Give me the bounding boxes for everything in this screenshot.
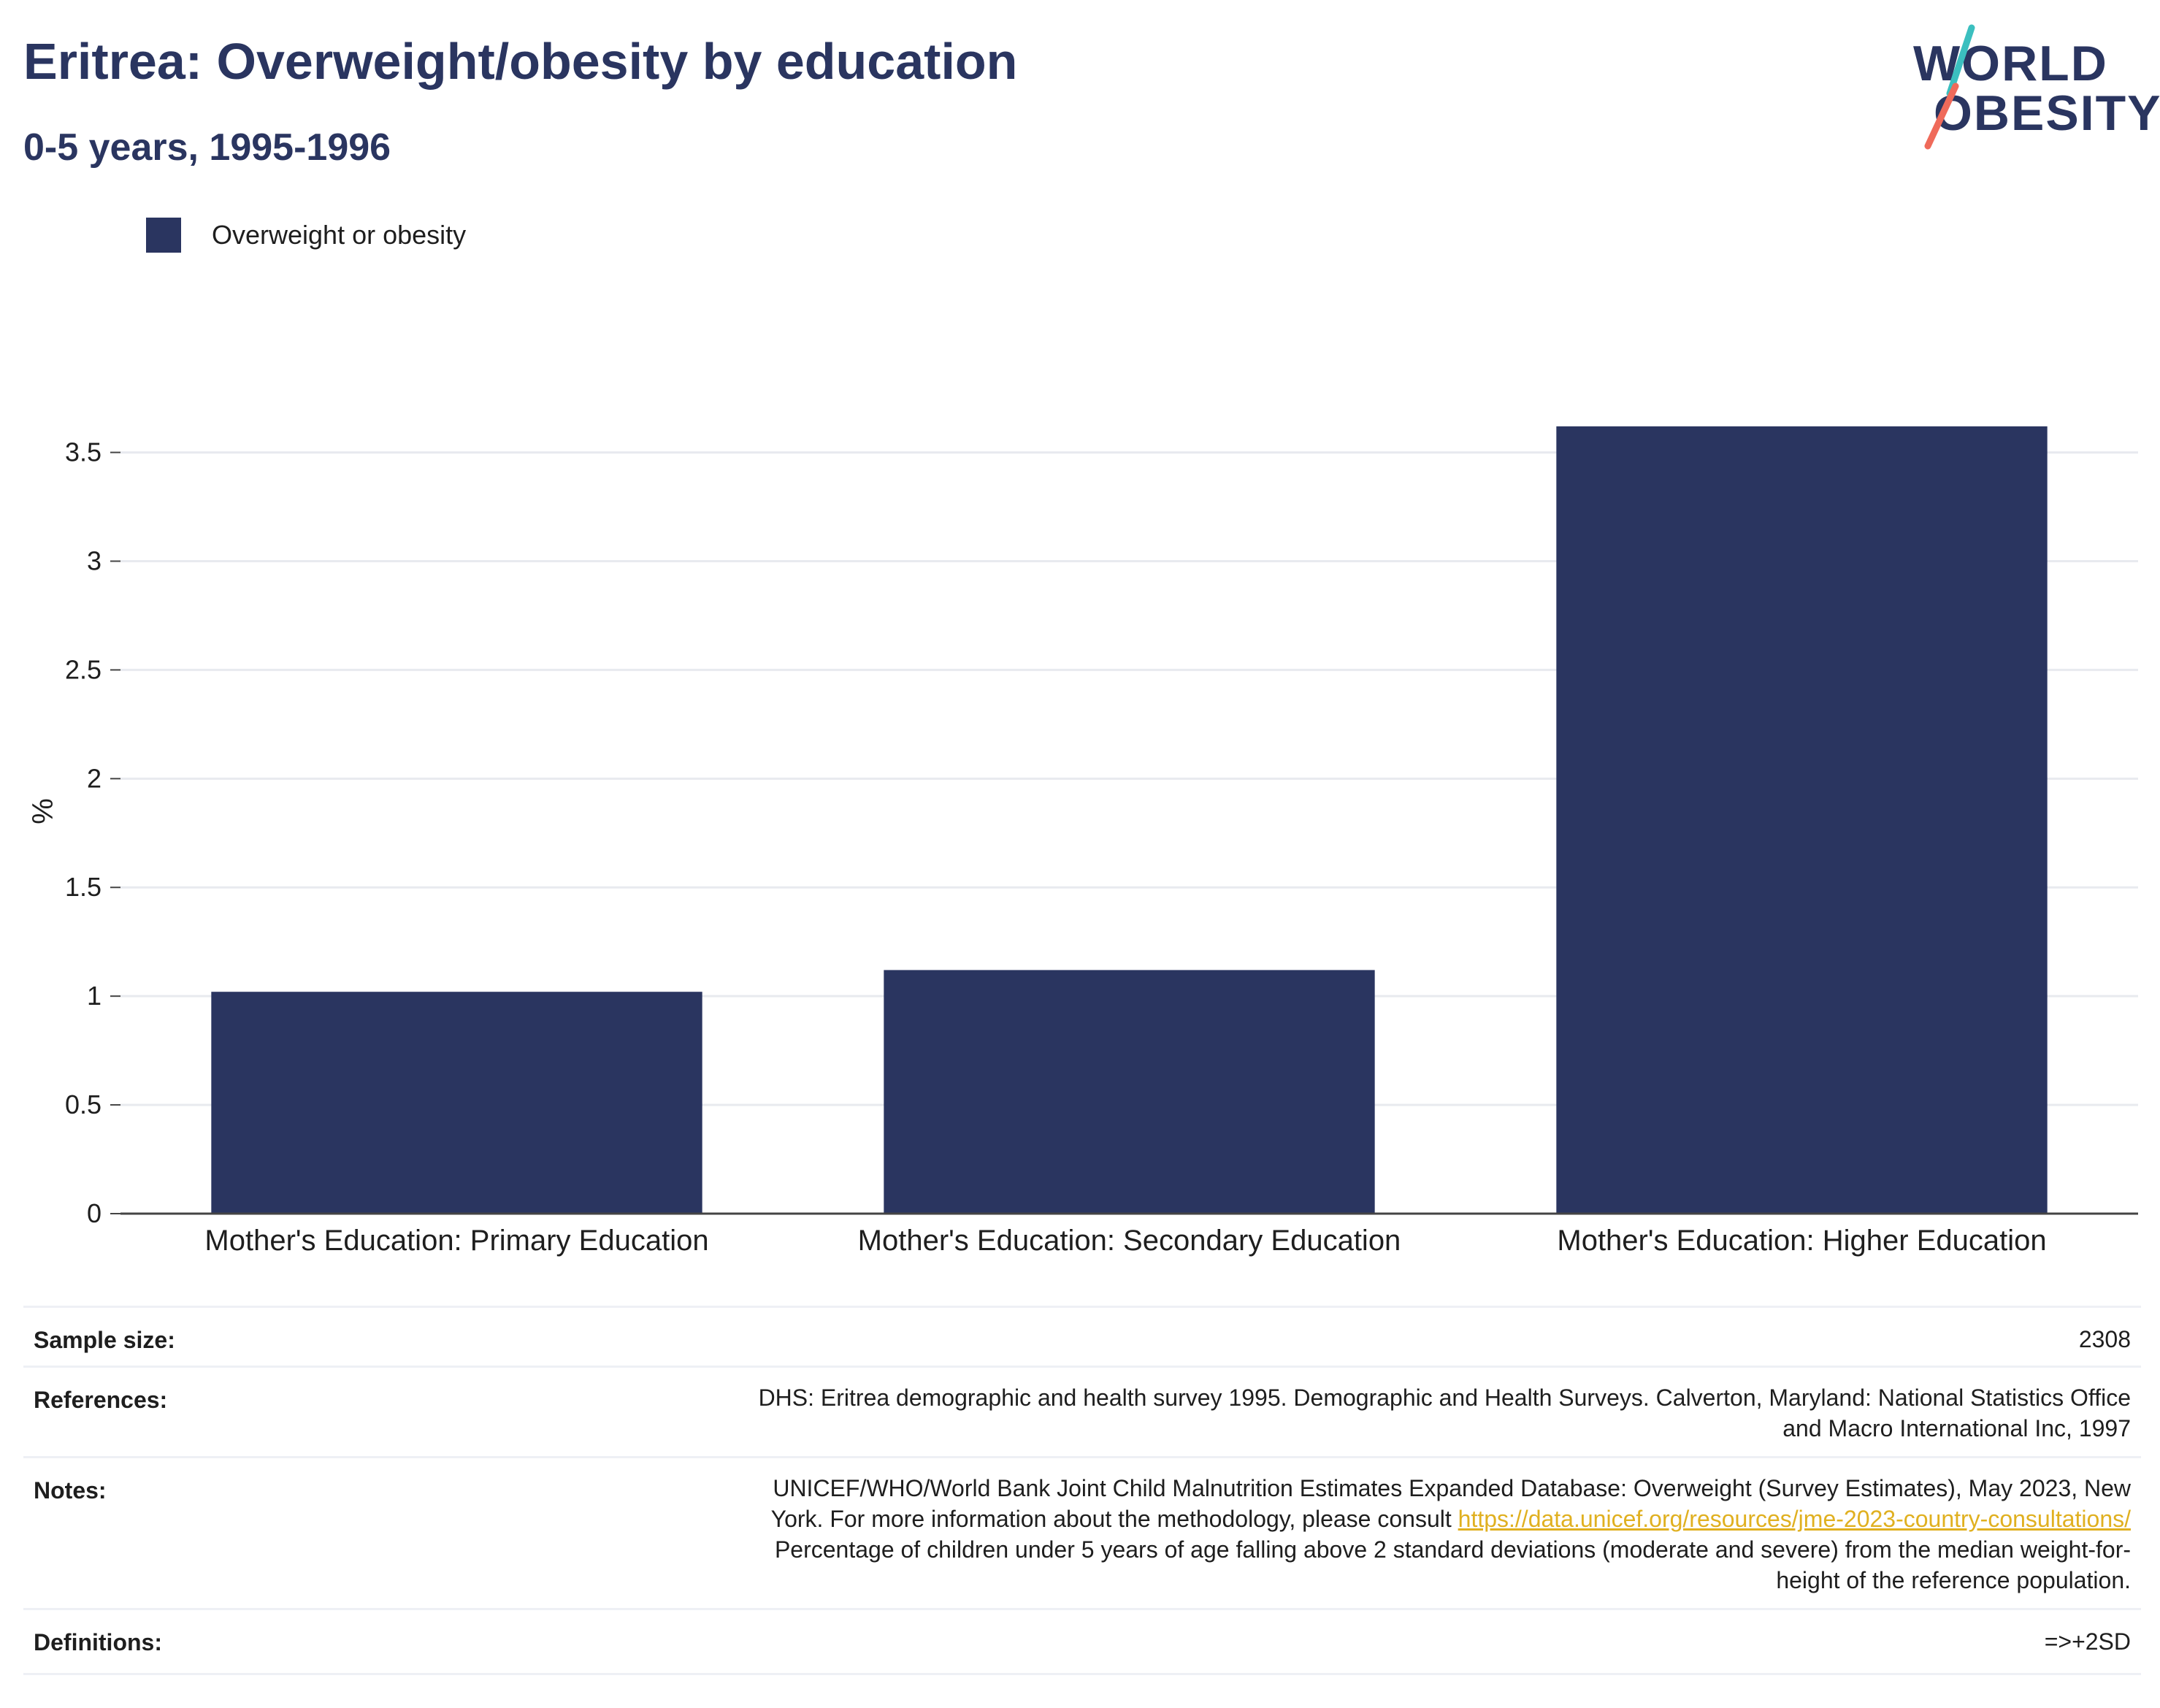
legend-label: Overweight or obesity [212, 220, 467, 250]
y-tick-label: 1 [87, 981, 102, 1011]
sample-size-label: Sample size: [34, 1327, 175, 1353]
info-row-sample-size: Sample size: 2308 [23, 1306, 2141, 1368]
chart-legend[interactable]: Overweight or obesity [146, 218, 466, 253]
y-tick-label: 2.5 [65, 654, 102, 684]
info-row-definitions: Definitions: =>+2SD [23, 1608, 2141, 1675]
notes-label: Notes: [34, 1477, 107, 1504]
notes-line-4: height of the reference population. [1776, 1567, 2131, 1593]
notes-line-2-prefix: York. For more information about the met… [770, 1506, 1452, 1532]
references-value: DHS: Eritrea demographic and health surv… [759, 1382, 2131, 1444]
x-tick-label: Mother's Education: Higher Education [1557, 1225, 2046, 1257]
x-tick-label: Mother's Education: Primary Education [204, 1225, 708, 1257]
sample-size-value: 2308 [2078, 1326, 2131, 1352]
info-row-references: References: DHS: Eritrea demographic and… [23, 1366, 2141, 1458]
references-label: References: [34, 1387, 168, 1413]
notes-line-1: UNICEF/WHO/World Bank Joint Child Malnut… [773, 1475, 2131, 1501]
references-line-2: and Macro International Inc, 1997 [1782, 1415, 2131, 1441]
x-tick-label: Mother's Education: Secondary Education [858, 1225, 1401, 1257]
y-tick-label: 0 [87, 1198, 102, 1228]
info-row-notes: Notes: UNICEF/WHO/World Bank Joint Child… [23, 1456, 2141, 1610]
y-tick-label: 2 [87, 763, 102, 793]
logo-text-obesity: OBESITY [1934, 85, 2160, 141]
y-tick-label: 3 [87, 545, 102, 575]
page-title: Eritrea: Overweight/obesity by education [23, 33, 1018, 90]
bar [884, 970, 1375, 1214]
y-tick-label: 0.5 [65, 1089, 102, 1119]
definitions-value: =>+2SD [2044, 1628, 2131, 1655]
references-line-1: DHS: Eritrea demographic and health surv… [758, 1385, 2131, 1411]
methodology-link[interactable]: https://data.unicef.org/resources/jme-20… [1458, 1506, 2131, 1532]
notes-line-2: York. For more information about the met… [771, 1504, 2131, 1534]
world-obesity-logo: WORLD OBESITY [1899, 20, 2160, 152]
notes-line-3: Percentage of children under 5 years of … [774, 1536, 2131, 1563]
definitions-label: Definitions: [34, 1629, 162, 1655]
legend-swatch [146, 218, 181, 253]
logo-text-world: WORLD [1913, 36, 2108, 91]
bar [211, 992, 702, 1214]
bar [1556, 426, 2048, 1214]
bar-chart: 0 0.5 1 1.5 2 2.5 3 3.5% Mother's Education: Pri… [27, 426, 2138, 1257]
page-subtitle: 0-5 years, 1995-1996 [23, 126, 391, 169]
y-tick-label: 3.5 [65, 437, 102, 467]
y-axis-label: % [27, 798, 59, 824]
logo-slash-icon [1924, 24, 1975, 150]
notes-value: UNICEF/WHO/World Bank Joint Child Malnut… [771, 1473, 2131, 1596]
y-tick-label: 1.5 [65, 872, 102, 902]
